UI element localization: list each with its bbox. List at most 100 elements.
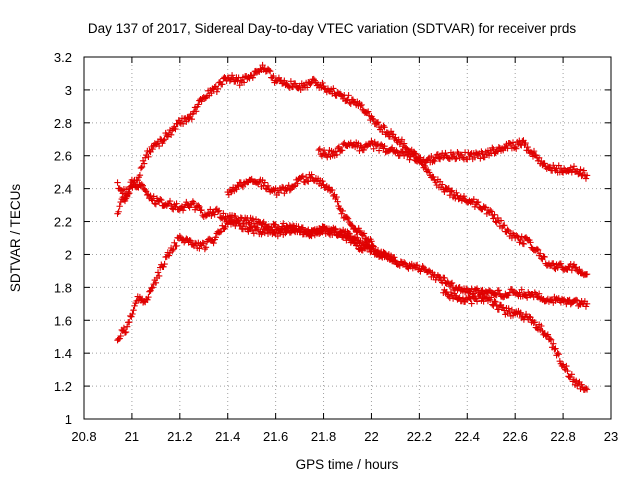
data-point (129, 310, 136, 318)
data-point (495, 287, 503, 294)
data-point (183, 235, 190, 242)
data-point (412, 262, 420, 269)
data-point (126, 184, 133, 192)
data-point (347, 232, 354, 240)
data-point (370, 243, 377, 250)
data-point (369, 115, 376, 122)
data-point (378, 141, 385, 148)
data-point (468, 300, 475, 307)
data-point (173, 200, 180, 207)
data-point (369, 242, 376, 249)
series-arc-upper-right (315, 137, 591, 182)
data-point (497, 217, 505, 224)
data-point (445, 185, 452, 192)
data-point (568, 169, 576, 176)
data-point (232, 212, 239, 220)
data-point (580, 167, 587, 174)
data-point (506, 140, 513, 147)
data-point (186, 204, 193, 211)
data-point (207, 206, 214, 213)
data-point (495, 143, 503, 151)
data-point (319, 177, 326, 185)
data-point (345, 92, 352, 99)
data-point (285, 182, 292, 189)
data-point (431, 157, 438, 165)
data-point (160, 137, 167, 144)
data-point (373, 119, 381, 127)
data-point (115, 208, 122, 215)
data-point (299, 172, 307, 180)
data-point (243, 220, 250, 228)
data-point (158, 196, 165, 204)
data-point (282, 229, 289, 237)
data-point (360, 146, 368, 154)
data-point (208, 89, 215, 97)
data-point (533, 324, 541, 332)
data-point (250, 71, 258, 79)
data-point (554, 349, 561, 357)
data-point (374, 247, 382, 254)
data-point (381, 124, 388, 131)
data-point (310, 75, 317, 83)
data-point (400, 140, 408, 147)
data-point (161, 260, 168, 268)
data-point (126, 319, 133, 326)
data-point (168, 205, 176, 212)
data-point (211, 211, 218, 218)
data-point (444, 186, 451, 193)
data-point (152, 201, 160, 208)
data-point (358, 101, 365, 109)
data-point (343, 97, 350, 104)
data-point (574, 297, 581, 304)
data-point (335, 143, 343, 151)
data-point (447, 280, 455, 288)
data-point (546, 335, 554, 343)
x-tick-label: 21.4 (215, 429, 240, 444)
data-point (226, 77, 234, 85)
data-point (517, 236, 524, 244)
data-point (493, 302, 500, 310)
data-point (179, 207, 187, 214)
data-point (179, 120, 187, 128)
data-point (364, 108, 372, 115)
data-point (348, 221, 355, 229)
y-tick-label: 2.2 (54, 215, 72, 230)
series-arc-low (114, 218, 399, 344)
data-point (116, 203, 123, 210)
data-point (546, 163, 554, 171)
data-point (557, 260, 565, 267)
data-point (161, 136, 168, 143)
data-point (582, 175, 590, 182)
data-point (336, 227, 344, 235)
data-point (471, 154, 479, 161)
data-point (559, 361, 567, 368)
data-point (210, 239, 217, 247)
data-point (266, 67, 274, 75)
data-point (564, 367, 571, 375)
data-point (278, 183, 286, 191)
y-tick-label: 3.2 (54, 50, 72, 65)
data-point (331, 226, 338, 233)
data-point (337, 91, 345, 98)
data-point (139, 182, 146, 189)
data-point (211, 83, 218, 91)
data-point (388, 144, 396, 151)
data-point (134, 177, 141, 184)
data-point (200, 240, 207, 247)
data-point (167, 131, 175, 139)
data-point (370, 145, 377, 152)
data-point (550, 162, 557, 169)
data-point (491, 211, 498, 218)
y-tick-label: 1.8 (54, 280, 72, 295)
data-point (541, 160, 548, 167)
data-point (145, 153, 152, 160)
data-point (145, 293, 152, 301)
x-tick-label: 21.6 (263, 429, 288, 444)
data-point (151, 200, 158, 207)
data-point (448, 279, 456, 287)
data-point (392, 257, 399, 265)
data-point (527, 239, 534, 246)
y-tick-label: 1.6 (54, 313, 72, 328)
data-point (453, 189, 460, 197)
data-point (220, 210, 227, 217)
